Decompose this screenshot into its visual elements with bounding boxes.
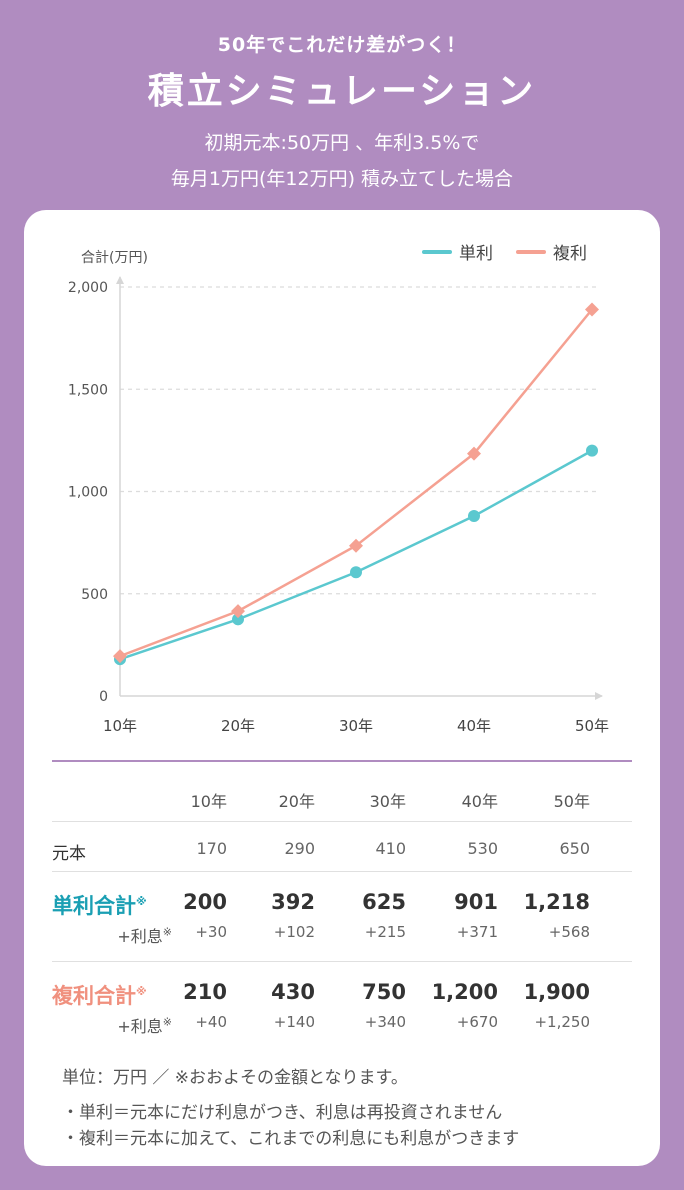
y-axis-label: 合計(万円) — [81, 250, 148, 266]
compound-interest-30: +340 — [364, 1013, 406, 1031]
compound-point — [231, 604, 245, 619]
simple-total-50: 1,218 — [523, 890, 590, 914]
simple-total-30: 625 — [362, 890, 406, 914]
y-tick-label: 1,000 — [68, 485, 108, 501]
series-line-compound — [119, 308, 593, 658]
line-chart: 合計(万円) 0 500 1,000 1,500 2,000 10年 20年 30年 40年 50年… — [68, 244, 609, 735]
principal-label: 元本 — [52, 844, 86, 864]
x-tick-label: 10年 — [103, 717, 137, 735]
compound-total-label: 複利合計※ — [52, 984, 147, 1008]
y-axis-arrow — [116, 276, 124, 284]
table-header-40: 40年 — [461, 792, 498, 811]
table-separator — [52, 961, 632, 962]
table-header-30: 30年 — [369, 792, 406, 811]
simulation-card: 合計(万円) 0 500 1,000 1,500 2,000 10年 20年 30年 40年 50年… — [24, 210, 660, 1166]
simple-point — [350, 566, 362, 579]
subtitle-line-2: 毎月1万円(年12万円) 積み立てした場合 — [170, 168, 514, 190]
compound-total-30: 750 — [362, 980, 406, 1004]
simple-total-20: 392 — [271, 890, 315, 914]
principal-10: 170 — [196, 839, 227, 858]
x-tick-label: 30年 — [339, 717, 373, 735]
principal-20: 290 — [284, 839, 315, 858]
simple-total-40: 901 — [454, 890, 498, 914]
simple-interest-10: +30 — [195, 923, 227, 941]
note-simple: ・単利＝元本にだけ利息がつき、利息は再投資されません — [62, 1103, 503, 1123]
x-axis-arrow — [595, 692, 603, 700]
compound-total-10: 210 — [183, 980, 227, 1004]
table-separator — [52, 821, 632, 822]
legend-label: 複利 — [553, 244, 587, 264]
note-compound: ・複利＝元本に加えて、これまでの利息にも利息がつきます — [62, 1129, 520, 1149]
table-header-20: 20年 — [278, 792, 315, 811]
simple-point — [232, 613, 244, 626]
compound-interest-40: +670 — [456, 1013, 498, 1031]
principal-40: 530 — [467, 839, 498, 858]
compound-total-50: 1,900 — [523, 980, 590, 1004]
principal-50: 650 — [559, 839, 590, 858]
simple-total-label: 単利合計※ — [52, 894, 147, 918]
simple-interest-label: +利息※ — [117, 925, 172, 946]
simple-point — [586, 444, 598, 457]
simple-total-10: 200 — [183, 890, 227, 914]
compound-interest-50: +1,250 — [534, 1013, 590, 1031]
subtitle-line-1: 初期元本:50万円 、年利3.5%で — [204, 132, 480, 154]
y-tick-label: 1,500 — [68, 382, 108, 398]
y-tick-label: 2,000 — [68, 280, 108, 296]
compound-interest-20: +140 — [273, 1013, 315, 1031]
compound-interest-10: +40 — [195, 1013, 227, 1031]
tagline: 50年でこれだけ差がつく！ — [217, 34, 467, 56]
compound-point — [113, 649, 127, 664]
simple-interest-40: +371 — [456, 923, 498, 941]
simple-interest-50: +568 — [548, 923, 590, 941]
table-header-50: 50年 — [553, 792, 590, 811]
x-tick-label: 20年 — [221, 717, 255, 735]
y-tick-label: 500 — [81, 587, 108, 603]
simple-interest-20: +102 — [273, 923, 315, 941]
compound-interest-label: +利息※ — [117, 1015, 172, 1036]
chart-table-divider — [52, 760, 632, 762]
unit-note: 単位：万円 ／ ※おおよその金額となります。 — [62, 1068, 408, 1088]
x-tick-label: 40年 — [457, 717, 491, 735]
x-tick-label: 50年 — [575, 717, 609, 735]
compound-point — [467, 446, 481, 461]
table-header-10: 10年 — [190, 792, 227, 811]
compound-point — [585, 302, 599, 317]
compound-point — [349, 538, 363, 553]
table-separator — [52, 871, 632, 872]
y-tick-label: 0 — [99, 689, 108, 705]
simple-point — [468, 510, 480, 523]
legend-label: 単利 — [459, 244, 493, 264]
principal-30: 410 — [375, 839, 406, 858]
compound-total-40: 1,200 — [431, 980, 498, 1004]
page-title: 積立シミュレーション — [147, 71, 537, 112]
simple-interest-30: +215 — [364, 923, 406, 941]
compound-total-20: 430 — [271, 980, 315, 1004]
